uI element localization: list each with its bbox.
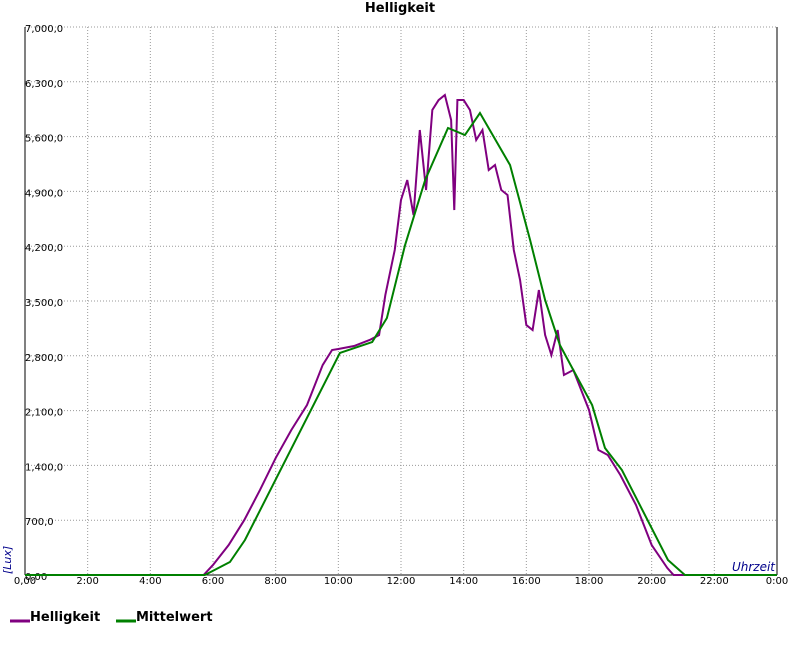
x-tick-label: 2:00 bbox=[76, 576, 98, 587]
x-tick-label: 0,00 bbox=[14, 576, 36, 587]
x-tick-label: 14:00 bbox=[449, 576, 478, 587]
x-tick-label: 18:00 bbox=[575, 576, 604, 587]
y-tick-label: 6,300,0 bbox=[25, 79, 63, 90]
x-axis-label: Uhrzeit bbox=[732, 560, 776, 574]
y-tick-label: 0,00 bbox=[25, 572, 47, 583]
y-tick-label: 1,400,0 bbox=[25, 462, 63, 473]
x-tick-label: 12:00 bbox=[387, 576, 416, 587]
y-tick-label: 7,000,0 bbox=[25, 24, 63, 35]
y-tick-label: 700,0 bbox=[25, 517, 54, 528]
chart-title: Helligkeit bbox=[365, 1, 435, 16]
y-tick-label: 2,800,0 bbox=[25, 353, 63, 364]
data-line bbox=[25, 111, 777, 576]
y-tick-label: 3,500,0 bbox=[25, 298, 63, 309]
y-tick-label: 2,100,0 bbox=[25, 408, 63, 419]
x-tick-label: 20:00 bbox=[637, 576, 666, 587]
y-axis-label: [Lux] bbox=[1, 546, 14, 574]
y-tick-label: 4,900,0 bbox=[25, 188, 63, 199]
y-tick-label: 5,600,0 bbox=[25, 134, 63, 145]
x-tick-label: 6:00 bbox=[202, 576, 224, 587]
legend-label: Helligkeit bbox=[30, 610, 100, 625]
x-tick-label: 22:00 bbox=[700, 576, 729, 587]
x-tick-label: 10:00 bbox=[324, 576, 353, 587]
legend-label: Mittelwert bbox=[136, 610, 213, 625]
x-tick-label: 0:00 bbox=[766, 576, 788, 587]
y-tick-label: 4,200,0 bbox=[25, 243, 63, 254]
x-tick-label: 8:00 bbox=[264, 576, 286, 587]
data-line bbox=[25, 93, 777, 576]
x-tick-label: 4:00 bbox=[139, 576, 161, 587]
x-tick-label: 16:00 bbox=[512, 576, 541, 587]
